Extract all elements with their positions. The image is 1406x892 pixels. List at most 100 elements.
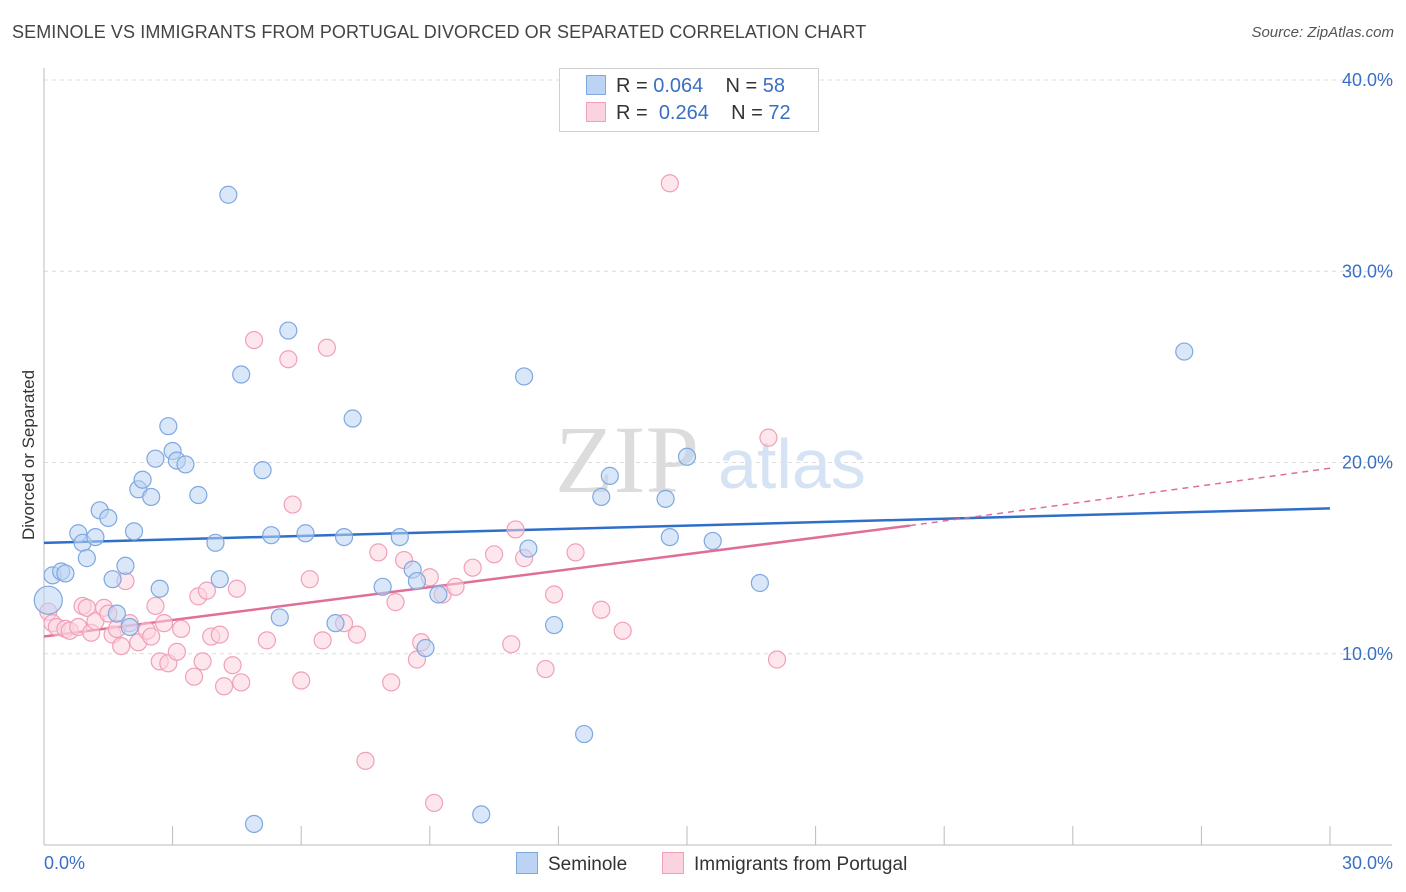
portugal-point: [386, 593, 405, 612]
portugal-point: [193, 652, 212, 671]
seminole-point: [429, 585, 448, 604]
seminole-point: [133, 470, 152, 489]
seminole-point: [219, 185, 238, 204]
portugal-point: [279, 350, 298, 369]
portugal-point: [536, 659, 555, 679]
portugal-point: [506, 520, 525, 539]
legend-n-label: N =: [731, 102, 763, 124]
seminole-point: [515, 367, 534, 386]
legend-row-portugal: R = 0.264 N = 72: [586, 102, 791, 125]
seminole-point: [592, 487, 611, 507]
seminole-point: [656, 489, 675, 508]
portugal-point: [283, 495, 302, 514]
seminole-point: [124, 522, 144, 541]
seminole-point: [390, 527, 409, 547]
legend-r-label: R =: [616, 102, 648, 124]
portugal-point: [172, 619, 191, 638]
portugal-point: [446, 577, 465, 596]
seminole-point: [703, 531, 722, 551]
watermark-atlas: atlas: [718, 425, 866, 503]
bottom-legend-label-portugal: Immigrants from Portugal: [694, 854, 908, 875]
seminole-point: [253, 461, 272, 480]
x-tick-label-0: 0.0%: [44, 853, 85, 873]
y-axis-title: Divorced or Separated: [19, 370, 38, 540]
legend-n-label: N =: [725, 75, 758, 97]
seminole-trend-line: [43, 507, 1331, 545]
portugal-point: [313, 631, 332, 650]
seminole-point: [677, 447, 697, 466]
portugal-point: [767, 650, 787, 669]
seminole-point: [189, 485, 208, 505]
seminole-point: [210, 570, 229, 589]
seminole-point: [56, 564, 75, 583]
bottom-legend-portugal: Immigrants from Portugal: [662, 852, 907, 876]
seminole-point: [159, 417, 178, 436]
y-tick-label: 20.0%: [1342, 453, 1393, 473]
portugal-point: [244, 331, 264, 350]
chart-title: SEMINOLE VS IMMIGRANTS FROM PORTUGAL DIV…: [12, 22, 867, 42]
seminole-point: [600, 466, 619, 485]
portugal-point: [232, 673, 251, 692]
legend: R = 0.064 N = 58 R = 0.264 N = 72: [559, 68, 819, 132]
grid-lines: [44, 79, 1392, 655]
portugal-point: [566, 543, 585, 562]
seminole-point: [270, 608, 289, 627]
seminole-point: [107, 604, 126, 623]
data-points: [33, 174, 1194, 834]
seminole-point: [99, 508, 118, 528]
seminole-point: [407, 571, 427, 591]
portugal-point: [463, 558, 482, 577]
seminole-point: [660, 527, 679, 547]
portugal-point: [257, 631, 277, 650]
portugal-point: [347, 625, 367, 644]
seminole-point: [244, 814, 264, 834]
portugal-point: [660, 174, 679, 193]
portugal-point: [184, 667, 204, 686]
portugal-point: [382, 673, 401, 692]
legend-swatch-seminole: [586, 75, 606, 95]
seminole-point: [232, 365, 251, 384]
portugal-point: [592, 600, 611, 619]
seminole-point: [262, 526, 281, 545]
portugal-trend-line: [43, 524, 911, 638]
portugal-point: [300, 570, 319, 589]
legend-swatch-portugal: [586, 102, 606, 122]
legend-n-value: 58: [762, 75, 786, 97]
trend-lines: [43, 467, 1331, 638]
x-tick-label-30: 30.0%: [1342, 853, 1393, 873]
seminole-point: [33, 585, 63, 615]
bottom-legend-label-seminole: Seminole: [548, 854, 628, 875]
legend-n-value: 72: [768, 102, 791, 124]
portugal-point: [112, 636, 131, 656]
portugal-point: [292, 671, 311, 690]
seminole-point: [296, 524, 315, 543]
bottom-legend-swatch-portugal: [662, 852, 684, 874]
seminole-point: [750, 573, 769, 593]
portugal-point: [146, 596, 165, 616]
portugal-point: [227, 579, 246, 598]
portugal-point: [214, 677, 234, 696]
portugal-point: [317, 338, 337, 357]
portugal-point: [167, 642, 186, 661]
portugal-point: [210, 625, 229, 644]
watermark-zip: ZIP: [555, 406, 699, 513]
legend-row-seminole: R = 0.064 N = 58: [586, 75, 785, 98]
seminole-point: [279, 321, 298, 340]
seminole-point: [150, 579, 169, 598]
seminole-point: [1175, 342, 1194, 361]
seminole-point: [326, 614, 345, 633]
legend-r-label: R =: [616, 75, 648, 97]
y-tick-label: 30.0%: [1342, 261, 1393, 281]
y-tick-label: 10.0%: [1342, 644, 1393, 664]
seminole-point: [416, 638, 435, 658]
seminole-point: [77, 549, 96, 568]
legend-r-value: 0.264: [658, 102, 709, 124]
portugal-point: [545, 585, 564, 604]
bottom-legend-swatch-seminole: [516, 852, 538, 874]
source-credit: Source: ZipAtlas.com: [1251, 24, 1394, 41]
seminole-point: [142, 487, 161, 507]
portugal-point: [485, 545, 504, 564]
seminole-point: [103, 570, 122, 589]
seminole-point: [86, 527, 105, 547]
